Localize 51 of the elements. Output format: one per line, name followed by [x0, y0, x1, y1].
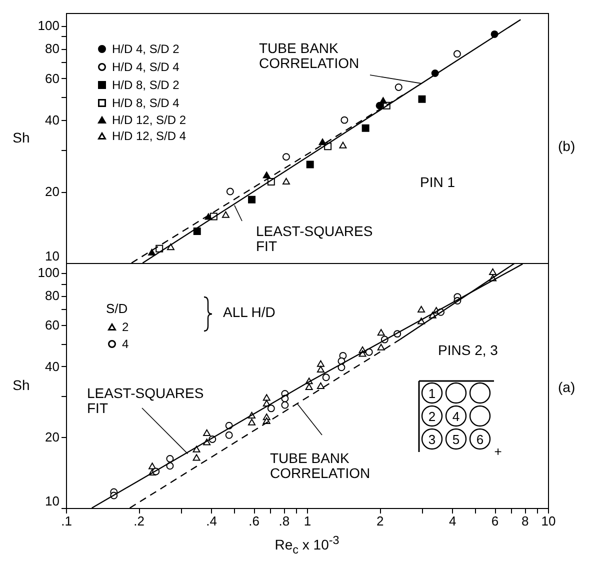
annotation: 2 [428, 409, 436, 424]
legend-label: H/D 8, S/D 2 [112, 78, 180, 92]
y-tick-label: 20 [45, 430, 60, 445]
y-tick-label: 40 [45, 358, 60, 374]
legend-label: H/D 12, S/D 2 [112, 113, 186, 127]
y-tick-label: 100 [38, 265, 60, 280]
y-tick-label: 40 [45, 112, 60, 128]
annotation: 6 [476, 432, 484, 447]
y-tick-label: 10 [45, 248, 60, 264]
annotation: LEAST-SQUARES FIT [256, 223, 373, 254]
text: (a) [558, 379, 576, 395]
legend-label: H/D 4, S/D 4 [112, 60, 180, 74]
x-tick-label: 8 [522, 514, 529, 528]
x-tick-label: .4 [206, 514, 218, 528]
x-tick-label: 6 [491, 514, 499, 528]
y-tick-label: 100 [38, 18, 60, 34]
text: (b) [558, 138, 576, 154]
x-tick-label: 2 [376, 514, 384, 528]
x-tick-label: .8 [278, 514, 290, 528]
annotation: 4 [452, 409, 460, 424]
annotation: TUBE BANK CORRELATION [270, 450, 370, 481]
annotation: LEAST-SQUARES FIT [87, 385, 204, 416]
legend-label: 2 [122, 320, 129, 334]
legend-label: H/D 4, S/D 2 [112, 42, 180, 56]
y-axis-title: Sh [12, 130, 30, 146]
x-tick-label: .6 [248, 514, 260, 528]
y-tick-label: 80 [45, 41, 60, 56]
legend-label: H/D 12, S/D 4 [112, 129, 186, 143]
annotation: ALL H/D [223, 304, 276, 320]
x-axis-title: Re$_{c}$ x 10$^{-3}$ [274, 534, 340, 556]
x-tick-label: .2 [134, 514, 144, 528]
annotation: PIN 1 [420, 174, 456, 190]
annotation: 5 [452, 432, 460, 447]
y-tick-label: 20 [45, 184, 60, 200]
legend-label: 4 [122, 337, 129, 351]
x-tick-label: 4 [448, 514, 456, 528]
y-tick-label: 80 [45, 288, 60, 304]
x-tick-label: 10 [541, 514, 556, 528]
annotation: TUBE BANK CORRELATION [259, 40, 360, 71]
annotation: PINS 2, 3 [438, 342, 498, 358]
y-axis-title: Sh [12, 377, 30, 393]
y-tick-label: 60 [45, 70, 60, 86]
x-tick-label: .1 [61, 514, 72, 528]
annotation: + [494, 444, 502, 459]
annotation: 3 [428, 432, 436, 447]
legend-title: S/D [106, 301, 128, 316]
annotation: 1 [428, 386, 436, 401]
legend-label: H/D 8, S/D 4 [112, 96, 180, 110]
y-tick-label: 60 [45, 317, 60, 332]
x-tick-label: 1 [304, 514, 312, 528]
y-tick-label: 10 [45, 494, 60, 508]
